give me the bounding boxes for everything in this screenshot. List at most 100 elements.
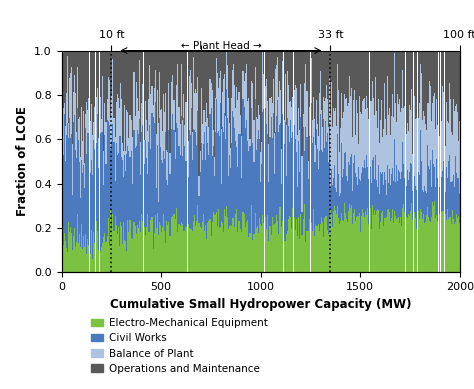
Bar xyxy=(324,148,325,218)
Bar xyxy=(163,214,164,272)
Bar xyxy=(337,51,338,65)
Bar xyxy=(290,51,291,101)
Bar xyxy=(99,93,100,123)
Bar xyxy=(354,51,355,100)
Bar xyxy=(395,51,396,103)
Bar xyxy=(97,88,98,114)
Bar xyxy=(360,232,361,272)
Bar xyxy=(366,51,367,96)
Bar xyxy=(148,232,150,272)
Bar xyxy=(107,120,109,236)
Bar xyxy=(150,149,151,220)
Bar xyxy=(454,187,455,224)
Bar xyxy=(96,97,97,143)
Bar xyxy=(159,72,160,118)
Bar xyxy=(167,51,168,152)
Bar xyxy=(143,221,144,272)
Bar xyxy=(277,57,278,100)
Bar xyxy=(107,51,109,99)
Bar xyxy=(327,230,328,272)
Bar xyxy=(362,167,363,209)
Bar xyxy=(313,209,314,272)
Bar xyxy=(78,243,79,272)
Bar xyxy=(268,241,269,272)
Bar xyxy=(436,215,437,272)
Bar xyxy=(374,164,375,211)
Bar xyxy=(458,216,459,272)
Bar xyxy=(249,51,251,139)
Bar xyxy=(446,167,447,219)
Bar xyxy=(423,112,424,192)
Bar xyxy=(342,118,343,177)
Bar xyxy=(425,221,426,272)
Bar xyxy=(206,51,208,103)
Bar xyxy=(359,51,360,96)
Bar xyxy=(279,51,280,81)
Bar xyxy=(430,86,431,160)
Bar xyxy=(277,51,278,57)
Bar xyxy=(249,146,251,233)
Bar xyxy=(79,234,80,272)
Bar xyxy=(137,130,138,224)
Bar xyxy=(411,194,412,217)
Bar xyxy=(407,123,408,170)
Bar xyxy=(230,225,231,272)
Bar xyxy=(148,65,150,125)
Bar xyxy=(192,160,193,231)
Bar xyxy=(212,222,213,272)
Bar xyxy=(271,211,272,272)
Bar xyxy=(190,135,191,230)
Bar xyxy=(173,130,174,214)
Bar xyxy=(75,247,76,272)
Bar xyxy=(446,102,447,167)
Bar xyxy=(172,75,173,114)
Bar xyxy=(146,158,147,228)
Bar xyxy=(299,239,300,272)
Bar xyxy=(281,149,282,184)
Bar xyxy=(225,116,226,138)
Bar xyxy=(248,237,249,272)
Bar xyxy=(342,51,343,118)
Bar xyxy=(178,107,180,145)
Bar xyxy=(352,137,353,191)
Bar xyxy=(396,51,397,122)
Bar xyxy=(305,242,306,272)
Bar xyxy=(441,51,442,121)
Bar xyxy=(213,145,214,212)
Bar xyxy=(117,51,118,94)
Bar xyxy=(295,230,296,272)
Bar xyxy=(135,148,136,226)
Bar xyxy=(291,107,292,138)
Bar xyxy=(65,126,66,161)
Bar xyxy=(305,127,306,242)
Bar xyxy=(196,93,197,145)
Bar xyxy=(443,51,444,92)
Bar xyxy=(451,132,452,182)
Bar xyxy=(432,202,433,272)
Bar xyxy=(76,242,77,272)
Bar xyxy=(228,226,229,272)
Bar xyxy=(265,79,267,124)
Bar xyxy=(226,89,227,207)
Legend: Electro-Mechanical Equipment, Civil Works, Balance of Plant, Operations and Main: Electro-Mechanical Equipment, Civil Work… xyxy=(87,314,272,378)
Bar xyxy=(447,121,448,178)
Bar xyxy=(421,221,422,272)
Bar xyxy=(397,180,398,218)
Bar xyxy=(379,229,380,272)
Bar xyxy=(329,219,330,272)
Bar xyxy=(455,198,456,225)
Bar xyxy=(258,130,259,233)
Bar xyxy=(456,214,457,272)
Bar xyxy=(379,143,380,194)
Bar xyxy=(232,70,233,110)
Bar xyxy=(293,51,295,90)
Bar xyxy=(348,51,349,103)
Bar xyxy=(163,151,164,214)
Bar xyxy=(118,136,120,246)
Bar xyxy=(112,124,113,214)
Bar xyxy=(81,107,82,160)
Bar xyxy=(288,85,289,126)
Bar xyxy=(457,99,458,170)
Bar xyxy=(353,51,354,85)
Bar xyxy=(80,51,81,157)
